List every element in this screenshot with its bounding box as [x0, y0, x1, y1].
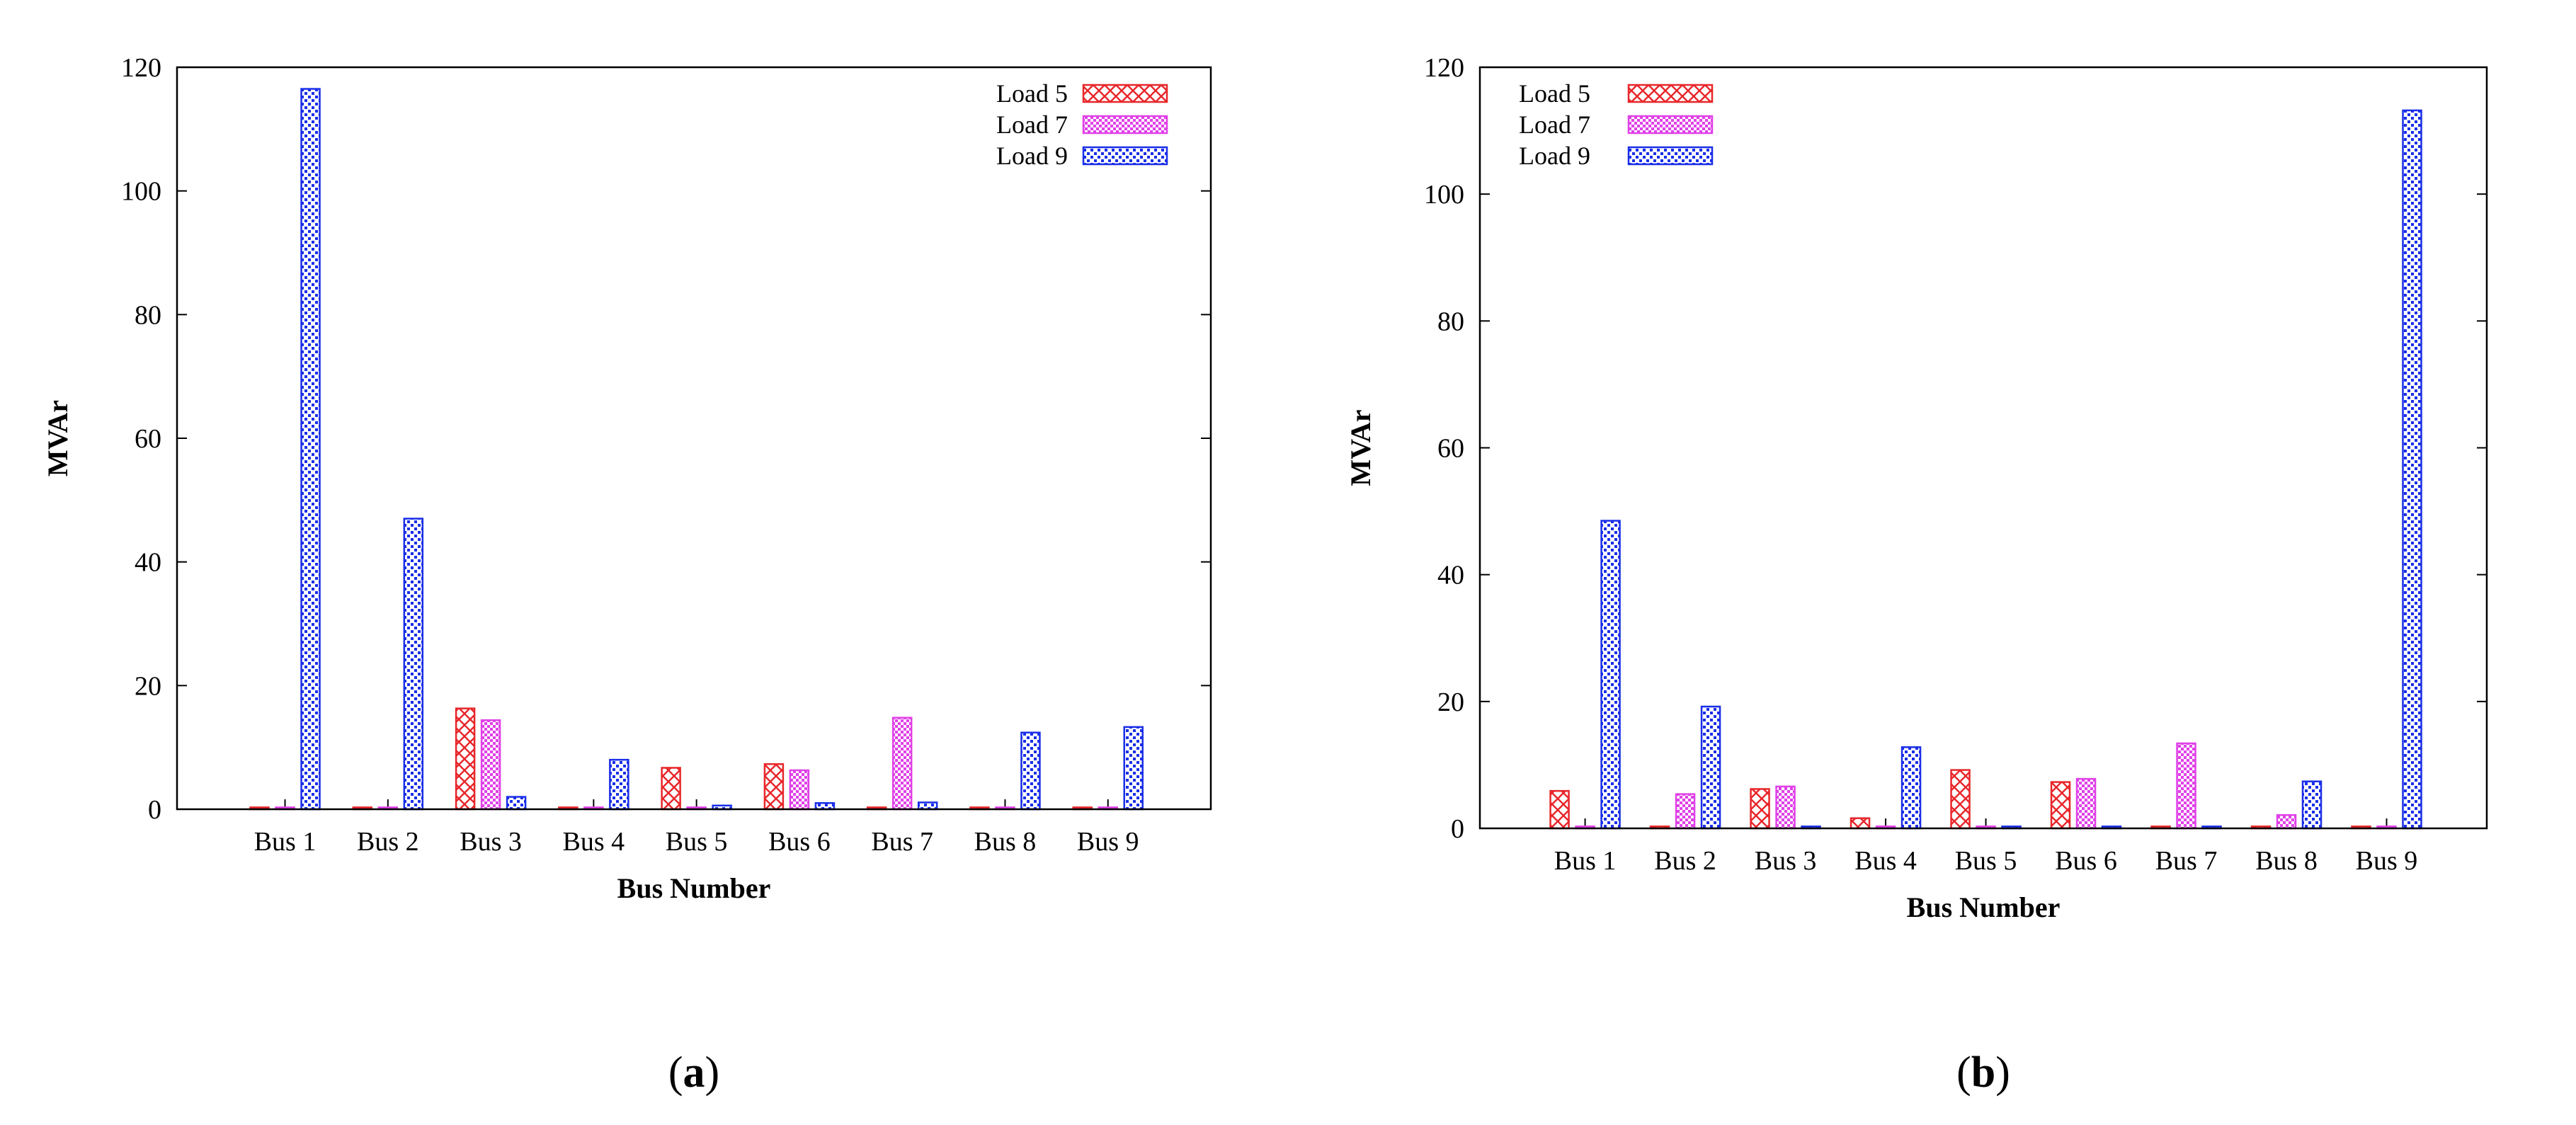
legend-label: Load 9: [996, 142, 1068, 170]
bar-load-5-bus-6: [2050, 781, 2071, 830]
y-tick-label: 20: [135, 671, 161, 701]
y-tick-label: 60: [1437, 434, 1464, 464]
x-tick-label: Bus 6: [768, 827, 831, 857]
x-tick-label: Bus 1: [1554, 846, 1617, 876]
y-tick-label: 120: [121, 53, 161, 83]
legend-label: Load 5: [996, 79, 1068, 108]
x-tick-label: Bus 8: [2255, 846, 2318, 876]
bar-load-9-bus-4: [1900, 746, 1922, 830]
y-tick-label: 20: [1437, 687, 1464, 717]
bar-load-7-bus-7: [2176, 742, 2196, 830]
bar-load-7-bus-3: [1775, 785, 1796, 830]
bar-load-9-bus-2: [403, 518, 424, 811]
caption-paren-close: ): [705, 1049, 720, 1097]
caption-paren-open: (: [668, 1049, 683, 1097]
x-tick-label: Bus 4: [563, 827, 625, 857]
bar-load-9-bus-9: [1123, 726, 1144, 811]
x-tick-label: Bus 7: [871, 827, 933, 857]
bar-load-9-bus-1: [1600, 520, 1621, 830]
x-tick-label: Bus 7: [2155, 846, 2218, 876]
y-tick-label: 80: [1437, 307, 1464, 336]
panel-caption: (b): [1956, 1049, 2010, 1097]
legend-swatch-load-9: [1627, 146, 1714, 166]
bar-load-9-bus-7: [917, 801, 938, 811]
bar-load-9-bus-8: [2301, 780, 2323, 830]
legend-label: Load 9: [1519, 142, 1590, 170]
y-tick-label: 0: [148, 795, 161, 825]
y-tick-label: 100: [1424, 180, 1464, 210]
bar-load-9-bus-3: [506, 796, 527, 811]
bar-load-5-bus-6: [763, 763, 785, 811]
bar-load-7-bus-2: [1675, 793, 1696, 830]
panel-caption: (a): [668, 1049, 719, 1097]
bar-load-7-bus-7: [891, 716, 913, 811]
bar-load-5-bus-5: [1950, 769, 1971, 830]
x-tick-label: Bus 2: [1654, 846, 1716, 876]
bar-load-5-bus-1: [1549, 789, 1570, 830]
caption-letter: b: [1971, 1049, 1995, 1097]
x-tick-label: Bus 9: [1077, 827, 1139, 857]
x-tick-label: Bus 6: [2055, 846, 2117, 876]
chart-panel-a: 0 20 40 60 80 100 120 Bus 1 Bus 2 Bus 3 Bus 4 Bus 5…: [42, 53, 1212, 1097]
caption-paren-close: ): [1995, 1049, 2010, 1097]
y-tick-label: 40: [135, 548, 161, 578]
chart-panel-b: 0 20 40 60 80 100 120 Bus 1 Bus 2 Bus 3 Bus 4 Bus 5…: [1345, 53, 2488, 1097]
y-tick-label: 100: [121, 177, 161, 207]
legend-swatch-load-7: [1627, 115, 1714, 135]
legend-label: Load 5: [1519, 79, 1590, 108]
caption-letter: a: [683, 1049, 705, 1097]
bar-load-7-bus-3: [480, 719, 501, 811]
bar-load-9-bus-4: [609, 758, 629, 811]
y-tick-label: 80: [135, 300, 161, 330]
x-tick-label: Bus 3: [460, 827, 522, 857]
x-tick-label: Bus 9: [2356, 846, 2418, 876]
x-axis-title: Bus Number: [617, 872, 771, 904]
plot-frame: [1478, 66, 2488, 830]
x-tick-label: Bus 8: [974, 827, 1037, 857]
bar-load-9-bus-1: [300, 88, 321, 811]
bar-load-7-bus-6: [2075, 777, 2097, 830]
legend-swatch-load-9: [1082, 146, 1168, 166]
bar-load-7-bus-6: [789, 769, 810, 811]
bar-load-9-bus-6: [814, 802, 836, 811]
x-tick-label: Bus 4: [1854, 846, 1917, 876]
legend-label: Load 7: [996, 110, 1068, 139]
x-tick-label: Bus 1: [254, 827, 317, 857]
x-axis-title: Bus Number: [1907, 891, 2061, 923]
legend-swatch-load-5: [1082, 84, 1168, 103]
y-tick-label: 40: [1437, 561, 1464, 590]
legend-swatch-load-7: [1082, 115, 1168, 135]
bar-load-9-bus-2: [1700, 705, 1721, 830]
x-tick-label: Bus 3: [1755, 846, 1817, 876]
bar-load-5-bus-3: [1750, 788, 1770, 830]
y-axis-title: MVAr: [42, 400, 74, 476]
legend-label: Load 7: [1519, 110, 1590, 139]
x-tick-label: Bus 2: [357, 827, 419, 857]
bar-load-7-bus-8: [2276, 813, 2297, 830]
bar-load-9-bus-8: [1020, 731, 1041, 811]
bar-load-5-bus-4: [1850, 817, 1871, 830]
bar-load-9-bus-9: [2402, 109, 2422, 830]
caption-paren-open: (: [1956, 1049, 1971, 1097]
y-axis-title: MVAr: [1345, 409, 1377, 486]
y-tick-label: 120: [1424, 53, 1464, 83]
x-tick-label: Bus 5: [1955, 846, 2017, 876]
y-tick-label: 0: [1451, 814, 1464, 844]
x-tick-label: Bus 5: [666, 827, 728, 857]
plot-frame: [176, 66, 1212, 811]
legend-swatch-load-5: [1627, 84, 1714, 103]
bar-load-5-bus-3: [455, 707, 476, 811]
y-tick-label: 60: [135, 424, 161, 454]
bar-load-5-bus-5: [661, 767, 681, 811]
